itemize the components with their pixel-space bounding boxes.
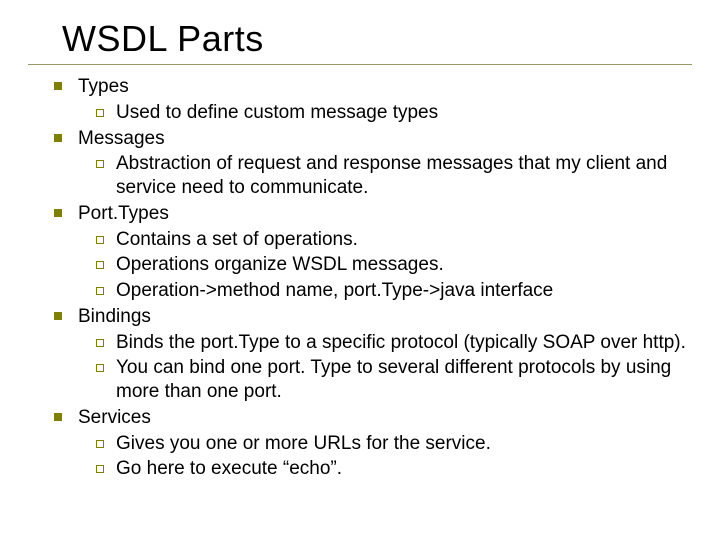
list-item: Services Gives you one or more URLs for … bbox=[48, 406, 686, 481]
sub-list: Gives you one or more URLs for the servi… bbox=[78, 432, 686, 482]
sub-list: Contains a set of operations. Operations… bbox=[78, 228, 686, 303]
title-container: WSDL Parts bbox=[28, 18, 692, 65]
sub-list-item: Operations organize WSDL messages. bbox=[92, 253, 686, 277]
list-item: Messages Abstraction of request and resp… bbox=[48, 127, 686, 200]
slide: WSDL Parts Types Used to define custom m… bbox=[0, 0, 720, 540]
list-item-label: Messages bbox=[78, 128, 165, 149]
sub-list: Abstraction of request and response mess… bbox=[78, 152, 686, 200]
list-item: Port.Types Contains a set of operations.… bbox=[48, 202, 686, 303]
sub-list-item: Gives you one or more URLs for the servi… bbox=[92, 432, 686, 456]
slide-title: WSDL Parts bbox=[62, 18, 692, 60]
list-item: Bindings Binds the port.Type to a specif… bbox=[48, 305, 686, 404]
sub-list-item: You can bind one port. Type to several d… bbox=[92, 356, 686, 404]
sub-list-item: Binds the port.Type to a specific protoc… bbox=[92, 331, 686, 355]
sub-list: Used to define custom message types bbox=[78, 101, 686, 125]
sub-list: Binds the port.Type to a specific protoc… bbox=[78, 331, 686, 404]
list-item-label: Types bbox=[78, 76, 129, 97]
list-item-label: Bindings bbox=[78, 306, 151, 327]
sub-list-item: Operation->method name, port.Type->java … bbox=[92, 279, 686, 303]
sub-list-item: Contains a set of operations. bbox=[92, 228, 686, 252]
sub-list-item: Used to define custom message types bbox=[92, 101, 686, 125]
list-item-label: Services bbox=[78, 407, 151, 428]
bullet-list: Types Used to define custom message type… bbox=[28, 75, 692, 481]
list-item-label: Port.Types bbox=[78, 203, 169, 224]
sub-list-item: Abstraction of request and response mess… bbox=[92, 152, 686, 200]
sub-list-item: Go here to execute “echo”. bbox=[92, 457, 686, 481]
list-item: Types Used to define custom message type… bbox=[48, 75, 686, 125]
